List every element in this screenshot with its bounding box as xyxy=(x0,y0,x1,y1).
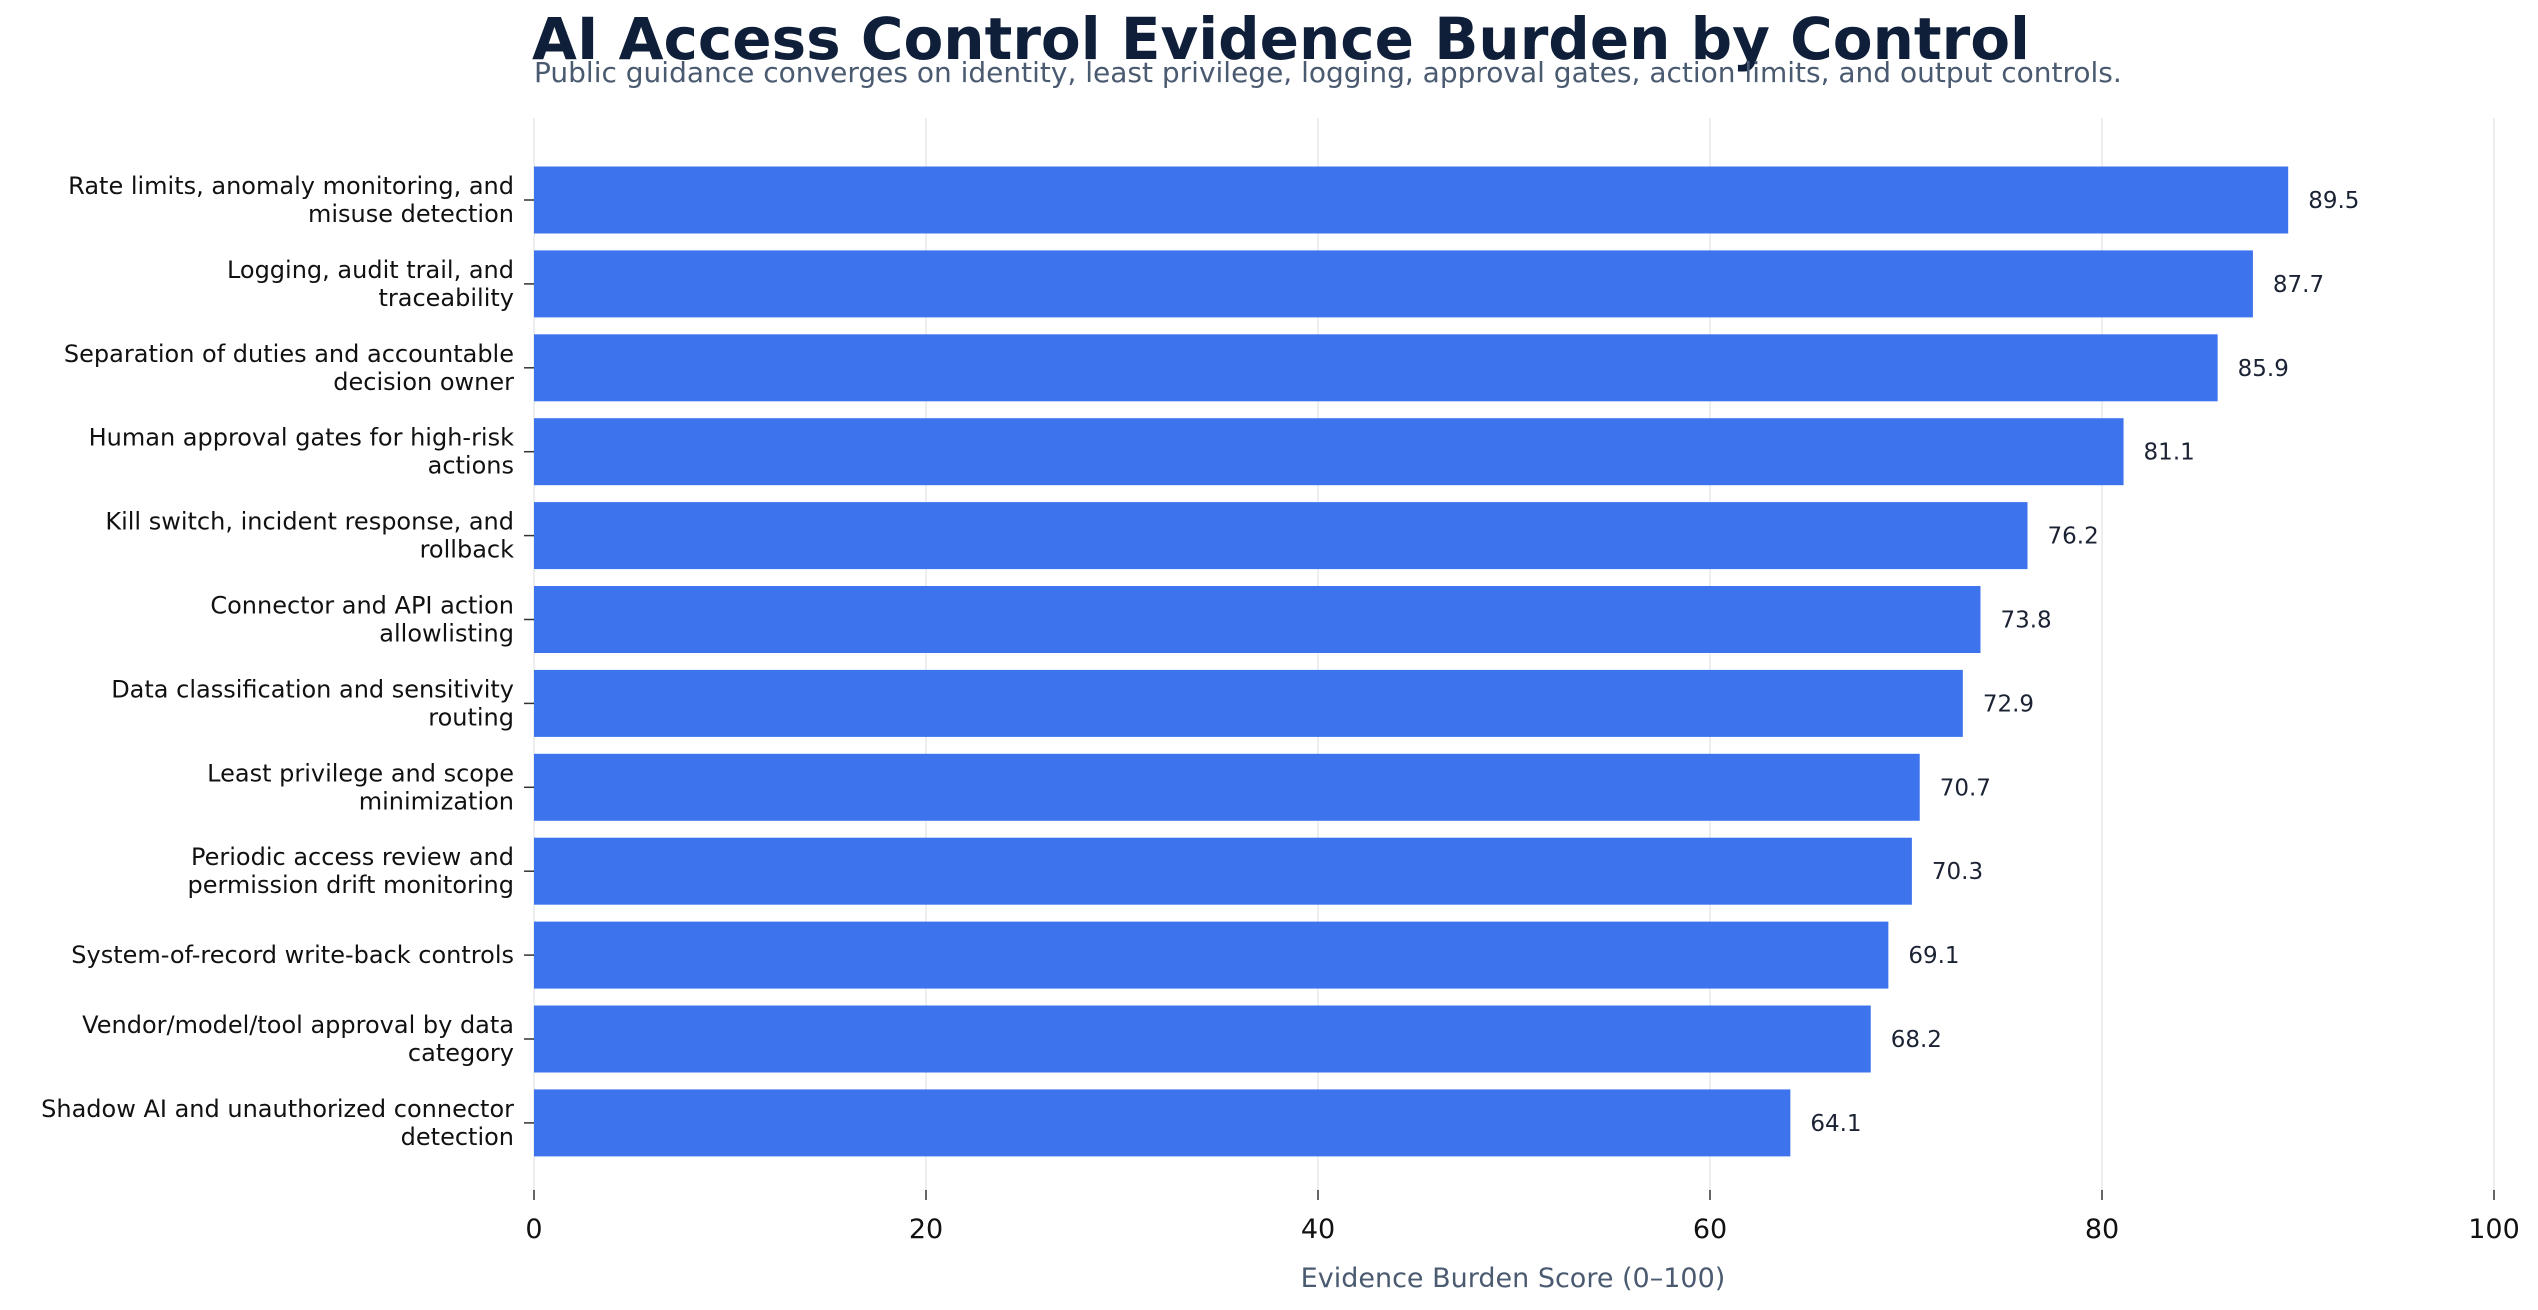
value-label-10: 68.2 xyxy=(1891,1027,1942,1053)
category-label-7: Least privilege and scope minimization xyxy=(207,759,514,815)
bar-1 xyxy=(534,250,2253,318)
x-axis-title: Evidence Burden Score (0–100) xyxy=(1301,1263,1726,1294)
category-label-3: Human approval gates for high-risk action… xyxy=(89,424,514,480)
value-label-6: 72.9 xyxy=(1983,691,2034,717)
category-label-4: Kill switch, incident response, and rollb… xyxy=(105,508,514,564)
category-label-2: Separation of duties and accountable deci… xyxy=(64,340,514,396)
bar-7 xyxy=(534,753,1920,821)
x-tick-label-2: 40 xyxy=(1301,1214,1335,1245)
value-label-11: 64.1 xyxy=(1810,1111,1861,1137)
bar-8 xyxy=(534,837,1912,905)
bar-10 xyxy=(534,1005,1871,1073)
x-tick-label-4: 80 xyxy=(2085,1214,2119,1245)
category-label-0: Rate limits, anomaly monitoring, and misu… xyxy=(68,172,514,228)
value-label-3: 81.1 xyxy=(2144,440,2195,466)
category-label-8: Periodic access review and permission dri… xyxy=(187,843,514,899)
bar-3 xyxy=(534,418,2124,486)
bar-2 xyxy=(534,334,2218,402)
value-label-7: 70.7 xyxy=(1940,775,1991,801)
value-label-2: 85.9 xyxy=(2238,356,2289,382)
value-label-0: 89.5 xyxy=(2308,188,2359,214)
bar-9 xyxy=(534,921,1889,989)
x-tick-label-1: 20 xyxy=(909,1214,943,1245)
category-label-10: Vendor/model/tool approval by data catego… xyxy=(82,1011,514,1067)
bars: 89.5 87.7 85.9 81.1 76.2 73.8 72.9 70.7 70.3 69.1… xyxy=(534,166,2359,1157)
y-axis-ticks: Rate limits, anomaly monitoring, and misu… xyxy=(41,172,534,1151)
x-tick-label-0: 0 xyxy=(525,1214,542,1245)
x-tick-label-5: 100 xyxy=(2468,1214,2520,1245)
category-label-11: Shadow AI and unauthorized connector dete… xyxy=(41,1095,514,1151)
x-axis-ticks: 0 20 40 60 80 100 xyxy=(525,1190,2520,1245)
value-label-5: 73.8 xyxy=(2000,608,2051,634)
category-label-1: Logging, audit trail, and traceability xyxy=(227,256,514,312)
value-label-8: 70.3 xyxy=(1932,859,1983,885)
category-label-5: Connector and API action allowlisting xyxy=(210,592,514,648)
value-label-1: 87.7 xyxy=(2273,272,2324,298)
bar-6 xyxy=(534,669,1963,737)
category-label-9: System-of-record write-back controls xyxy=(71,941,514,969)
bar-11 xyxy=(534,1089,1791,1157)
category-label-6: Data classification and sensitivity routi… xyxy=(111,675,514,731)
x-tick-label-3: 60 xyxy=(1693,1214,1727,1245)
value-label-9: 69.1 xyxy=(1908,943,1959,969)
chart-subtitle: Public guidance converges on identity, l… xyxy=(534,56,2122,89)
value-label-4: 76.2 xyxy=(2048,524,2099,550)
chart-title: AI Access Control Evidence Burden by Con… xyxy=(532,5,2030,73)
bar-0 xyxy=(534,166,2289,234)
bar-5 xyxy=(534,586,1981,653)
bar-4 xyxy=(534,502,2028,570)
